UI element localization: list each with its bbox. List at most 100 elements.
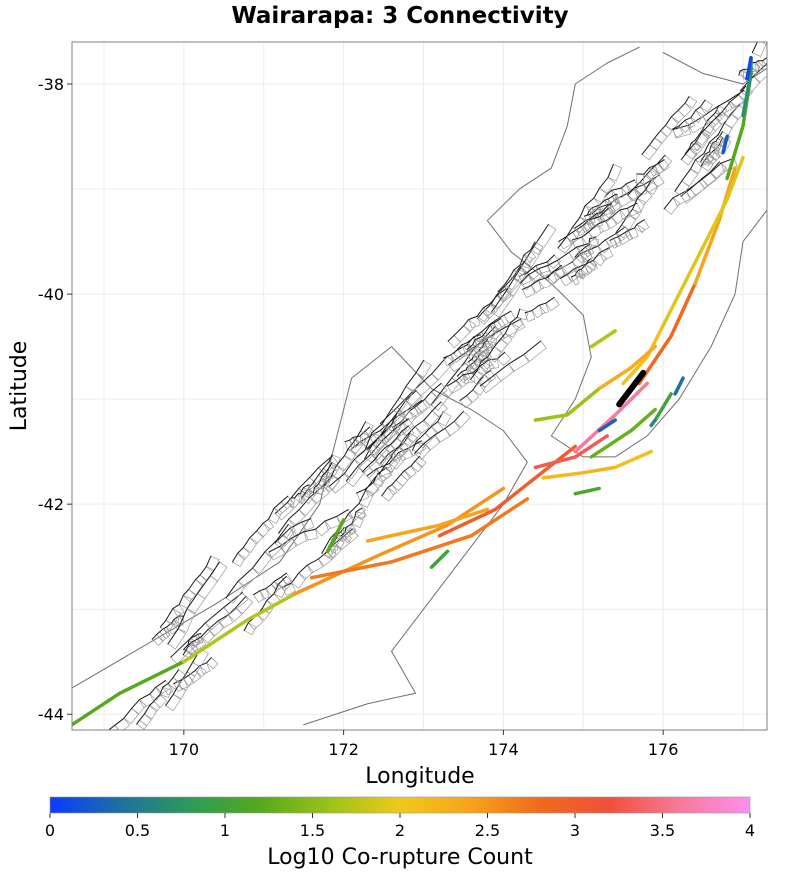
fault-trace (380, 401, 442, 464)
rupture-section (533, 434, 609, 470)
coastline (662, 52, 767, 85)
colorbar-tick-label: 2.5 (475, 821, 500, 840)
rupture-section (745, 56, 753, 81)
fault-trace (615, 181, 651, 234)
rupture-section (621, 323, 665, 386)
fault-trace (680, 161, 720, 197)
fault-trace (253, 572, 287, 596)
fault-trace (136, 669, 179, 725)
rupture-section (293, 486, 506, 596)
fault-trace (545, 226, 626, 279)
fault-plane (784, 11, 798, 25)
fault-trace (519, 243, 589, 284)
fault-trace (641, 96, 690, 155)
fault-trace (586, 193, 618, 216)
fault-plane (788, 0, 800, 11)
fault-plane (100, 765, 116, 780)
fault-trace (570, 258, 591, 278)
fault-trace (366, 390, 417, 451)
map-plot-area (65, 0, 800, 804)
rupture-section (637, 281, 697, 386)
fault-trace (65, 754, 123, 804)
rupture-section (573, 381, 649, 454)
fault-trace (466, 318, 502, 351)
y-axis-ticks: -38 -40 -42 -44 (38, 75, 72, 724)
x-tick-label: 176 (648, 740, 679, 759)
colorbar-tick-label: 1 (220, 821, 230, 840)
fault-trace (604, 179, 635, 197)
fault-trace (313, 462, 333, 494)
fault-plane (773, 4, 789, 22)
fault-trace (453, 310, 512, 354)
fault-trace (476, 260, 526, 319)
co-rupture-sections (72, 56, 753, 727)
fault-trace (159, 555, 212, 628)
fault-plane (781, 5, 795, 18)
fault-plane (78, 776, 87, 787)
rupture-section (309, 497, 530, 580)
fault-trace (574, 236, 597, 258)
fault-trace (636, 159, 665, 175)
fault-trace (274, 455, 333, 514)
fault-trace (243, 575, 287, 631)
x-tick-label: 172 (328, 740, 359, 759)
colorbar-ticks: 0 0.5 1 1.5 2 2.5 3 3.5 4 (45, 813, 755, 840)
fault-trace (381, 455, 421, 497)
fault-trace (518, 254, 555, 277)
rupture-section (673, 376, 685, 396)
fault-trace (182, 595, 247, 656)
rupture-section (72, 659, 186, 727)
fault-trace (167, 561, 220, 645)
y-tick-label: -40 (38, 285, 64, 304)
fault-trace (232, 495, 289, 563)
fault-trace (340, 507, 363, 537)
rupture-section (597, 418, 617, 433)
rupture-section (653, 392, 673, 422)
colorbar-tick-label: 2 (395, 821, 405, 840)
fault-trace (446, 351, 506, 387)
colorbar-tick-label: 0 (45, 821, 55, 840)
fault-plane (106, 759, 117, 770)
fault-trace (751, 42, 758, 54)
fault-plane (90, 768, 97, 778)
fault-trace (524, 297, 555, 314)
plot-background (72, 42, 767, 730)
fault-trace (448, 318, 522, 365)
fault-trace (291, 484, 310, 499)
fault-trace (672, 89, 745, 130)
fault-trace (700, 131, 724, 162)
fault-trace (470, 308, 521, 380)
rupture-section (573, 486, 601, 496)
fault-trace (700, 137, 723, 167)
fault-trace (781, 0, 800, 12)
fault-trace (574, 203, 612, 229)
colorbar-tick-label: 3 (570, 821, 580, 840)
colorbar-tick-label: 3.5 (650, 821, 675, 840)
rupture-section (721, 134, 729, 155)
fault-trace (361, 425, 409, 473)
coastline (486, 46, 640, 437)
fault-trace (365, 359, 425, 450)
fault-trace (430, 325, 496, 406)
rupture-section (182, 591, 298, 664)
fault-trace (328, 422, 395, 487)
colorbar-gradient (49, 796, 751, 814)
x-axis-label: Longitude (365, 764, 474, 789)
fault-plane (767, 17, 781, 33)
fault-trace (107, 680, 166, 730)
y-tick-label: -42 (38, 495, 64, 514)
colorbar-tick-label: 0.5 (125, 821, 150, 840)
rupture-section (693, 166, 737, 286)
fault-trace (671, 99, 706, 130)
fault-trace (572, 202, 638, 241)
fault-plane (95, 763, 106, 774)
fault-plane (793, 1, 800, 17)
fault-plane (765, 62, 767, 67)
fault-trace (274, 518, 312, 544)
fault-trace (663, 157, 735, 210)
fault-trace (560, 247, 610, 279)
fault-plane (72, 778, 91, 795)
colorbar-tick-label: 4 (745, 821, 755, 840)
rupture-section (325, 518, 346, 554)
rupture-section (533, 386, 601, 422)
